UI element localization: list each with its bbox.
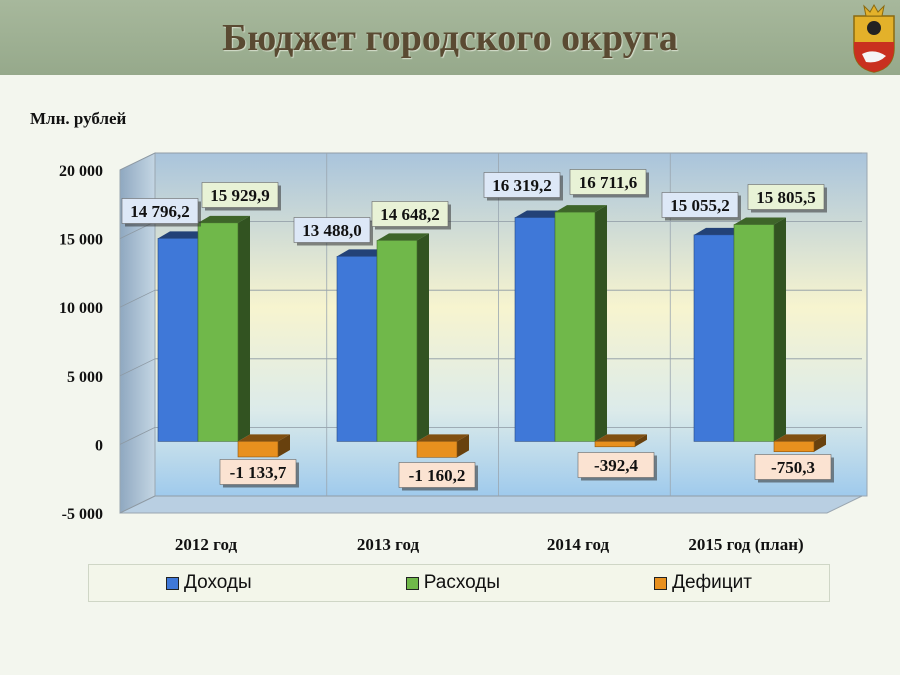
data-label: 15 805,5 (756, 188, 816, 207)
x-category-label: 2014 год (547, 535, 610, 554)
bar (416, 441, 458, 458)
gridline-side (119, 495, 156, 514)
legend-swatch-income (166, 576, 180, 590)
bar-side (774, 217, 786, 442)
bar (733, 224, 775, 442)
y-tick-label: 10 000 (59, 300, 103, 317)
data-label-box (371, 201, 449, 227)
data-label-box (398, 462, 476, 488)
bar (197, 222, 239, 442)
gridline-side (119, 358, 156, 377)
legend-label-deficit: Дефицит (672, 572, 752, 593)
bar (554, 211, 596, 442)
y-tick-label: 0 (95, 437, 103, 454)
bar (693, 234, 735, 442)
legend-swatch-deficit (654, 576, 668, 590)
y-tick-label: 5 000 (67, 369, 103, 386)
bar-top (515, 210, 567, 218)
x-category-label: 2015 год (план) (688, 535, 803, 554)
data-label-box (754, 454, 832, 480)
bar (594, 441, 636, 448)
data-label: -1 160,2 (409, 466, 466, 485)
bar-top (595, 434, 647, 442)
bar-top (238, 434, 290, 442)
gridline-side (119, 152, 156, 171)
bar-side (635, 434, 647, 447)
data-label-box (661, 192, 739, 218)
data-label: 14 796,2 (130, 202, 190, 221)
bar (773, 441, 815, 452)
bar-top (417, 434, 469, 442)
bar-top (694, 227, 746, 235)
data-label: 15 929,9 (210, 186, 270, 205)
y-axis-unit-label: Млн. рублей (30, 109, 127, 128)
bar-side (457, 434, 469, 458)
data-label-box (219, 459, 297, 485)
chart-legend: Доходы Расходы Дефицит (88, 564, 830, 602)
bar-side (595, 205, 607, 442)
bar-side (278, 434, 290, 457)
bar (157, 238, 199, 442)
budget-bar-chart: 20 000 15 000 10 000 5 000 0 -5 000 14 796,2 15… (59, 152, 868, 554)
gridline-side (119, 289, 156, 308)
data-label: 16 319,2 (492, 176, 552, 195)
bar (514, 217, 556, 442)
header-bar: Бюджет городского округа (0, 0, 900, 75)
data-label: 14 648,2 (380, 205, 440, 224)
data-label-box (569, 169, 647, 195)
bar-side (814, 434, 826, 452)
data-label-box (121, 198, 199, 224)
bar-top (158, 231, 210, 239)
gridline-side (119, 427, 156, 445)
bar-top (734, 217, 786, 225)
data-label-box (201, 182, 279, 208)
legend-item-income: Доходы (166, 572, 252, 594)
bar-top (377, 233, 429, 241)
chart-floor (119, 495, 863, 514)
data-label: 16 711,6 (579, 173, 638, 192)
bar-top (198, 215, 250, 223)
x-category-label: 2013 год (357, 535, 420, 554)
data-label: -392,4 (594, 456, 638, 475)
bar (376, 240, 418, 442)
bar-side (417, 233, 429, 442)
y-tick-label: -5 000 (62, 506, 103, 523)
data-label-box (747, 184, 825, 210)
legend-swatch-expenses (405, 576, 419, 590)
legend-item-deficit: Дефицит (654, 572, 752, 594)
bar-top (555, 205, 607, 213)
data-label-box (483, 172, 561, 198)
data-label: -1 133,7 (230, 463, 287, 482)
data-label: 15 055,2 (670, 196, 730, 215)
coat-of-arms-icon (853, 3, 895, 73)
legend-label-income: Доходы (184, 572, 252, 593)
legend-item-expenses: Расходы (405, 572, 501, 594)
bar-top (774, 434, 826, 442)
data-label: 13 488,0 (302, 221, 362, 240)
legend-label-expenses: Расходы (423, 572, 501, 593)
page-title: Бюджет городского округа (222, 17, 678, 59)
y-tick-label: 20 000 (59, 163, 103, 180)
data-label-box (293, 217, 371, 243)
x-category-label: 2012 год (175, 535, 238, 554)
bar-side (238, 215, 250, 442)
bar (336, 256, 378, 442)
data-label: -750,3 (771, 458, 815, 477)
data-label-box (577, 452, 655, 478)
bar-top (337, 249, 389, 257)
bar (237, 441, 279, 458)
y-tick-label: 15 000 (59, 232, 103, 249)
